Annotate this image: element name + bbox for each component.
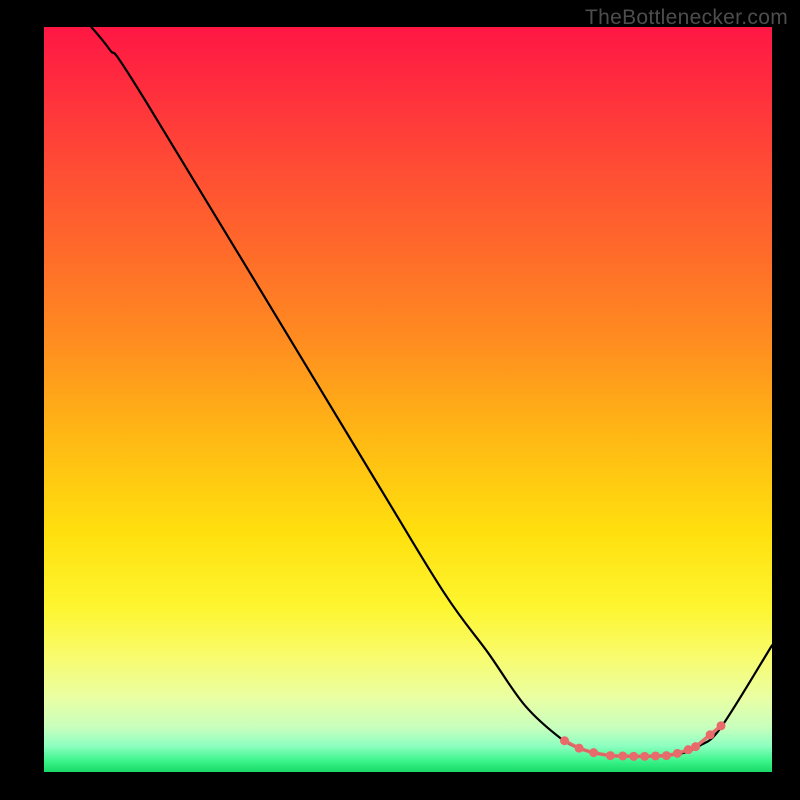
watermark-label: TheBottlenecker.com [585, 6, 788, 30]
plot-curve-layer [44, 27, 772, 772]
plot-area [44, 27, 772, 772]
